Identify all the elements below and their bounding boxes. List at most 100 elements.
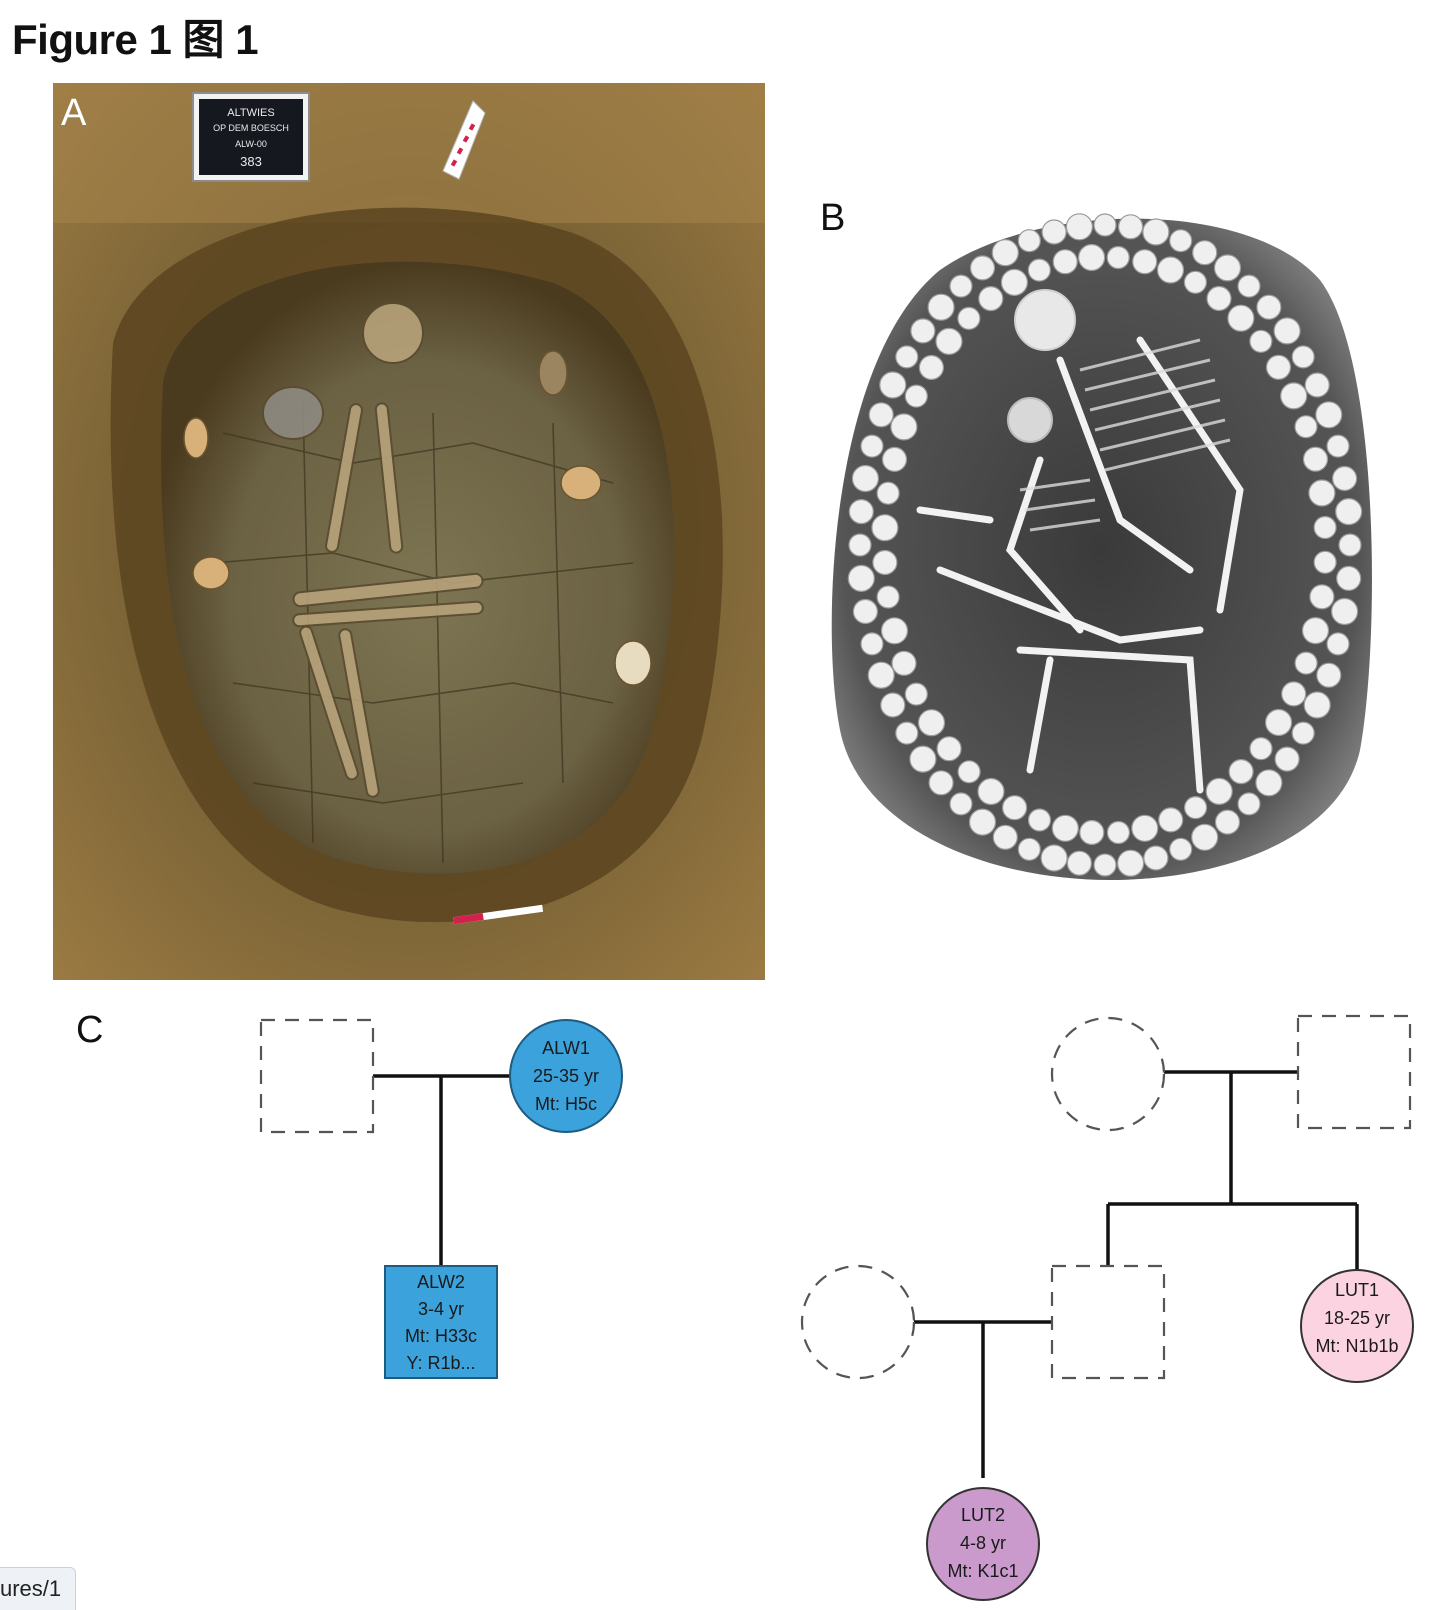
stone xyxy=(1093,853,1117,877)
stone xyxy=(891,650,917,676)
stone xyxy=(949,274,973,298)
stone xyxy=(1237,274,1261,298)
stone xyxy=(1205,777,1233,806)
stone xyxy=(1132,249,1158,275)
stone xyxy=(1078,243,1106,272)
stone xyxy=(1214,809,1241,835)
stone xyxy=(860,434,884,458)
stone xyxy=(904,384,928,408)
stone-ring xyxy=(847,213,1363,877)
stone xyxy=(1313,515,1337,540)
stone xyxy=(991,239,1019,267)
individual-lut2: LUT2 4-8 yr Mt: K1c1 xyxy=(926,1487,1040,1601)
lut2-age: 4-8 yr xyxy=(960,1533,1006,1553)
stone xyxy=(871,514,899,542)
pedigree-lines xyxy=(373,1070,1359,1478)
stone xyxy=(957,306,981,330)
stone xyxy=(1065,213,1093,241)
stone xyxy=(1206,285,1232,312)
stone xyxy=(1237,792,1261,816)
individual-lut1: LUT1 18-25 yr Mt: N1b1b xyxy=(1300,1269,1414,1383)
panel-a-excavation-photo: ALTWIES OP DEM BOESCH ALW-00 383 A xyxy=(53,83,765,980)
excavation-photo: ALTWIES OP DEM BOESCH ALW-00 383 A xyxy=(53,83,765,980)
stone xyxy=(867,661,895,689)
stone xyxy=(1301,617,1330,645)
stone xyxy=(1052,249,1078,275)
stone xyxy=(1265,354,1292,380)
panel-c-label: C xyxy=(76,1009,103,1051)
stone xyxy=(1079,819,1105,846)
panel-a-label: A xyxy=(61,92,87,134)
stone xyxy=(872,549,898,576)
unknown-female-top xyxy=(1050,1016,1166,1132)
stone xyxy=(1294,415,1318,439)
stone xyxy=(918,354,945,381)
stone xyxy=(1142,218,1170,246)
alw2-age: 3-4 yr xyxy=(418,1299,464,1319)
stone xyxy=(1017,837,1041,861)
unknown-female-bottom xyxy=(800,1264,916,1380)
sign-line-1: ALTWIES xyxy=(227,107,274,119)
stone xyxy=(1308,479,1336,507)
stone xyxy=(1291,345,1315,369)
lut1-mt: Mt: N1b1b xyxy=(1315,1336,1398,1356)
stone xyxy=(1256,294,1282,320)
stone xyxy=(977,777,1005,806)
alw1-mt: Mt: H5c xyxy=(535,1094,597,1114)
stone xyxy=(917,709,946,737)
unknown-male-middle xyxy=(1050,1264,1166,1380)
unknown-male-left xyxy=(259,1018,375,1134)
unknown-individuals xyxy=(259,1014,1412,1380)
stone xyxy=(904,682,928,706)
stone xyxy=(1027,258,1051,282)
sign-line-3: ALW-00 xyxy=(235,139,267,149)
stone xyxy=(852,598,879,625)
stone xyxy=(1336,565,1362,591)
lut2-mt: Mt: K1c1 xyxy=(947,1561,1018,1581)
lut1-id: LUT1 xyxy=(1335,1280,1379,1300)
stone xyxy=(992,824,1018,850)
stone xyxy=(1106,820,1130,845)
unknown-male-top xyxy=(1296,1014,1412,1130)
stone xyxy=(895,345,919,369)
lut1-age: 18-25 yr xyxy=(1324,1308,1390,1328)
stone xyxy=(957,760,981,784)
stone xyxy=(1169,229,1193,253)
stone xyxy=(1265,708,1293,737)
stone xyxy=(848,533,872,557)
stone xyxy=(879,371,907,399)
stone xyxy=(868,402,894,428)
stone xyxy=(1117,849,1145,877)
site-sign: ALTWIES OP DEM BOESCH ALW-00 383 xyxy=(192,92,310,182)
stone xyxy=(1338,533,1362,557)
alw1-age: 25-35 yr xyxy=(533,1066,599,1086)
sign-line-2: OP DEM BOESCH xyxy=(213,123,289,133)
stone xyxy=(895,721,919,745)
panel-b-label: B xyxy=(820,197,845,239)
stone xyxy=(1093,213,1117,237)
individual-alw1: ALW1 25-35 yr Mt: H5c xyxy=(509,1019,623,1133)
stone xyxy=(1131,814,1159,842)
stone xyxy=(1249,329,1273,353)
sign-line-4: 383 xyxy=(240,154,262,169)
stone xyxy=(1066,850,1092,876)
stone xyxy=(1191,823,1219,851)
stone xyxy=(1302,446,1329,472)
stone xyxy=(1192,240,1218,266)
stone xyxy=(1041,219,1067,245)
stone xyxy=(1169,837,1193,861)
panel-b-grave-drawing: B xyxy=(820,190,1410,910)
stone xyxy=(1304,372,1330,398)
stone xyxy=(880,617,909,645)
stone xyxy=(1330,597,1359,626)
alw2-y: Y: R1b... xyxy=(406,1353,475,1373)
stone xyxy=(1118,214,1144,240)
status-bar-url: ures/1 xyxy=(0,1567,77,1610)
stone xyxy=(860,632,884,656)
stone xyxy=(880,692,906,718)
stone xyxy=(949,792,973,816)
alw1-id: ALW1 xyxy=(542,1038,590,1058)
stone xyxy=(1051,814,1079,842)
stone xyxy=(936,736,962,762)
lut2-id: LUT2 xyxy=(961,1505,1005,1525)
